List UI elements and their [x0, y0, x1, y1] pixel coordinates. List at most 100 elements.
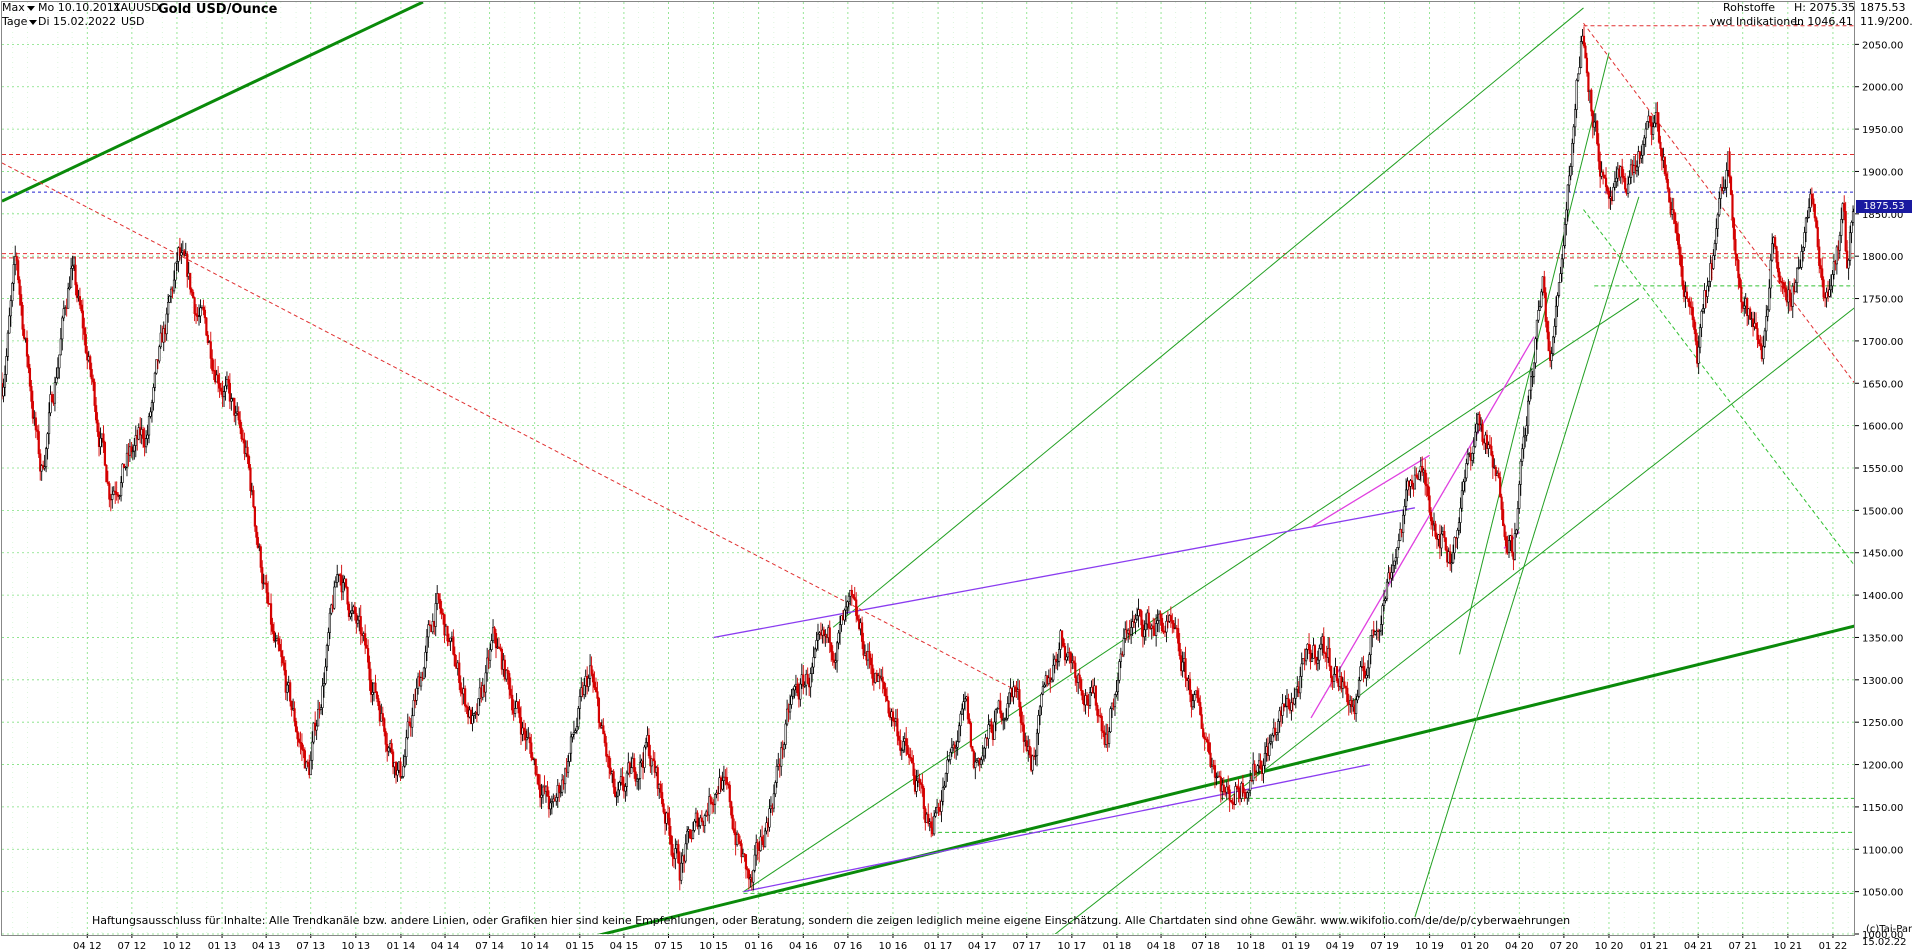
candle-body [422, 667, 426, 680]
x-tick-label: 04 17 [968, 941, 997, 952]
candle-body [1462, 481, 1465, 492]
candle-body [615, 795, 618, 798]
candle-body [319, 707, 323, 710]
candle-body [46, 433, 49, 449]
candle-body [1597, 143, 1600, 162]
candle-body [791, 689, 795, 697]
candle-body [711, 801, 714, 805]
candle-body [1152, 625, 1155, 629]
candle-body [505, 669, 508, 680]
x-tick-label: 04 21 [1684, 941, 1713, 952]
candle-body [915, 780, 918, 792]
candle-body [1532, 362, 1536, 377]
candle-body [564, 768, 567, 785]
range-dropdown[interactable]: Max [2, 1, 35, 14]
candle-body [356, 619, 359, 624]
candle-body [1724, 187, 1727, 189]
candle-body [1641, 144, 1644, 156]
candle-body [1701, 308, 1705, 312]
candle-body [56, 367, 59, 379]
x-tick-label: 04 20 [1505, 941, 1534, 952]
candle-body [1246, 792, 1249, 799]
candle-body [972, 750, 975, 768]
candle-body [1228, 789, 1231, 801]
candle-body [974, 761, 977, 768]
candle-body [1450, 562, 1453, 565]
candle-body [1037, 715, 1040, 734]
candle-body [1659, 141, 1662, 149]
candle-body [1094, 685, 1097, 706]
candle-body [1008, 692, 1011, 704]
candle-body [909, 757, 912, 759]
candle-body [1143, 629, 1146, 638]
candle-body [1472, 445, 1475, 454]
candle-body [489, 649, 492, 661]
candle-body [122, 463, 126, 469]
candle-body [1848, 232, 1852, 261]
candle-body [336, 574, 339, 583]
candle-body [1822, 279, 1825, 298]
candle-body [174, 262, 177, 281]
candle-body [121, 463, 124, 483]
candle-body [966, 696, 970, 720]
candle-body [1782, 282, 1786, 289]
candle-body [1456, 529, 1459, 539]
candle-body [205, 317, 208, 336]
candle-body [486, 657, 489, 674]
candle-body [937, 807, 940, 811]
candle-body [959, 713, 962, 727]
candle-body [1313, 645, 1317, 658]
candle-body [192, 291, 195, 298]
period-dropdown[interactable]: Tage [2, 15, 38, 28]
candle-body [209, 341, 212, 359]
candle-body [1230, 799, 1233, 803]
candle-body [265, 582, 268, 593]
candle-body [1269, 741, 1272, 744]
candle-body [189, 272, 192, 290]
candle-body [1102, 730, 1105, 733]
candle-body [178, 247, 181, 256]
candle-body [912, 762, 915, 776]
candle-body [1006, 703, 1009, 719]
candle-body [55, 377, 58, 383]
candle-body [688, 829, 692, 839]
candle-body [334, 582, 337, 588]
candle-body [566, 761, 570, 773]
candle-body [1554, 305, 1558, 327]
candle-body [583, 685, 586, 696]
candle-body [1474, 431, 1477, 447]
candle-body [274, 640, 277, 642]
trend-line [597, 624, 1855, 934]
candle-body [691, 829, 695, 840]
candle-body [1219, 776, 1222, 792]
chevron-down-icon [29, 19, 38, 25]
candle-body [428, 624, 431, 627]
candle-body [1575, 79, 1578, 110]
candle-body [1431, 520, 1434, 526]
y-tick-label: 1300.00 [1862, 676, 1903, 687]
candle-body [1169, 615, 1172, 621]
candle-body [1807, 207, 1811, 218]
candle-body [37, 431, 40, 455]
candle-body [1584, 45, 1587, 59]
candle-body [94, 405, 98, 421]
candle-body [1434, 523, 1437, 537]
candle-body [514, 708, 517, 714]
candle-body [1851, 211, 1855, 223]
candle-body [193, 297, 196, 314]
trend-line [743, 298, 1640, 893]
candle-body [1116, 679, 1120, 693]
candle-body [1759, 343, 1762, 347]
candle-body [284, 669, 287, 693]
candle-body [984, 737, 987, 749]
candle-body [1188, 678, 1192, 695]
candle-body [1003, 718, 1006, 721]
x-tick-label: 10 17 [1058, 941, 1087, 952]
candle-body [1579, 41, 1583, 68]
candle-body [402, 765, 405, 777]
candle-body [1085, 695, 1089, 700]
candle-body [788, 704, 792, 713]
candle-body [516, 701, 520, 708]
candle-body [1499, 477, 1502, 498]
